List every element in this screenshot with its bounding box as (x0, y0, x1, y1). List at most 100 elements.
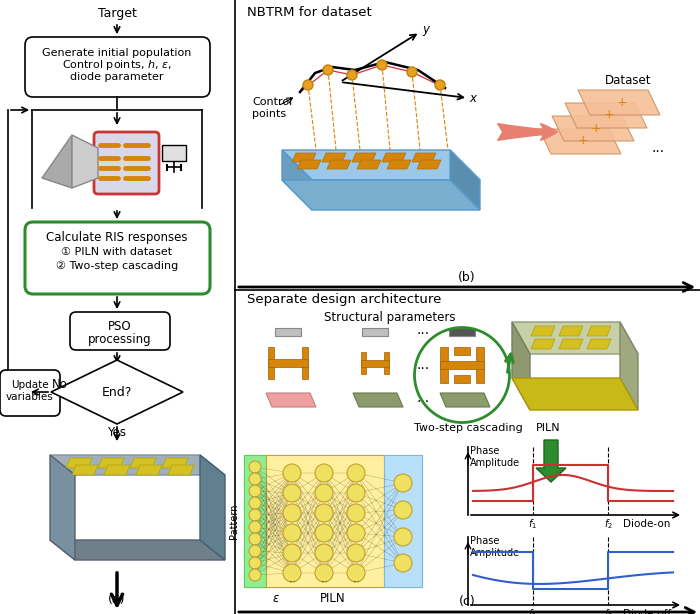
Polygon shape (282, 150, 480, 180)
Text: $f_1$: $f_1$ (528, 517, 538, 531)
Circle shape (249, 533, 261, 545)
Polygon shape (72, 135, 98, 188)
Circle shape (315, 524, 333, 542)
Polygon shape (552, 116, 634, 141)
Bar (266, 455, 384, 587)
Circle shape (249, 557, 261, 569)
Text: (c): (c) (458, 596, 475, 608)
Text: Phase: Phase (470, 536, 499, 546)
Text: ...: ... (416, 391, 430, 405)
Text: variables: variables (6, 392, 54, 402)
Text: Target: Target (97, 7, 136, 20)
Bar (449, 328, 475, 336)
Circle shape (347, 524, 365, 542)
Text: Phase: Phase (470, 446, 499, 456)
Text: PILN: PILN (536, 423, 560, 433)
Polygon shape (450, 150, 480, 210)
Polygon shape (512, 378, 638, 410)
Text: Generate initial population: Generate initial population (42, 48, 192, 58)
Polygon shape (512, 322, 638, 354)
Bar (384, 352, 389, 374)
Circle shape (315, 484, 333, 502)
Text: NBTRM for dataset: NBTRM for dataset (247, 6, 372, 18)
Circle shape (249, 521, 261, 533)
Text: ② Two-step cascading: ② Two-step cascading (56, 261, 178, 271)
Circle shape (377, 60, 387, 70)
Text: Two-step cascading: Two-step cascading (414, 423, 522, 433)
Text: +: + (578, 134, 588, 147)
Polygon shape (66, 458, 92, 468)
FancyBboxPatch shape (25, 222, 210, 294)
Text: $f_1$: $f_1$ (528, 607, 538, 614)
Circle shape (394, 554, 412, 572)
Polygon shape (168, 465, 194, 475)
Text: y: y (423, 23, 430, 36)
Circle shape (435, 80, 445, 90)
Polygon shape (565, 103, 647, 128)
Polygon shape (587, 339, 611, 349)
Circle shape (249, 545, 261, 557)
Circle shape (394, 528, 412, 546)
Polygon shape (353, 393, 403, 407)
Bar (275, 328, 301, 336)
Polygon shape (50, 455, 225, 475)
Circle shape (249, 485, 261, 497)
Polygon shape (282, 150, 312, 210)
FancyBboxPatch shape (0, 370, 60, 416)
Bar (244, 455, 266, 587)
Text: ...: ... (416, 323, 430, 337)
Bar (440, 361, 484, 369)
Polygon shape (50, 455, 75, 560)
Polygon shape (387, 160, 411, 169)
FancyBboxPatch shape (70, 312, 170, 350)
Circle shape (347, 70, 357, 80)
Polygon shape (536, 440, 566, 482)
Text: Amplitude: Amplitude (470, 548, 520, 558)
Bar (476, 347, 484, 383)
Circle shape (315, 544, 333, 562)
Circle shape (283, 544, 301, 562)
Bar (440, 347, 448, 383)
Polygon shape (50, 540, 225, 560)
Circle shape (283, 484, 301, 502)
Text: ...: ... (288, 575, 296, 585)
Circle shape (347, 544, 365, 562)
Text: $f_2$: $f_2$ (603, 607, 612, 614)
Polygon shape (620, 322, 638, 410)
Text: Diode-off: Diode-off (623, 609, 671, 614)
Text: $f_2$: $f_2$ (603, 517, 612, 531)
Bar (362, 328, 388, 336)
Text: PILN: PILN (320, 593, 346, 605)
Polygon shape (162, 458, 188, 468)
Text: +: + (591, 122, 601, 134)
Circle shape (283, 524, 301, 542)
Bar (361, 360, 389, 367)
Text: Structural parameters: Structural parameters (324, 311, 456, 325)
Circle shape (315, 504, 333, 522)
Text: Control points, $h$, $\varepsilon$,: Control points, $h$, $\varepsilon$, (62, 58, 172, 72)
Polygon shape (42, 135, 72, 188)
Circle shape (249, 473, 261, 485)
Polygon shape (282, 180, 480, 210)
Circle shape (394, 501, 412, 519)
Polygon shape (512, 322, 530, 410)
Polygon shape (136, 465, 162, 475)
Polygon shape (130, 458, 156, 468)
Polygon shape (327, 160, 351, 169)
Polygon shape (72, 465, 98, 475)
Polygon shape (292, 153, 316, 162)
Text: ...: ... (652, 141, 664, 155)
Circle shape (347, 564, 365, 582)
Text: ...: ... (416, 358, 430, 372)
Polygon shape (587, 326, 611, 336)
Text: +: + (617, 96, 627, 109)
Text: PSO: PSO (108, 321, 132, 333)
Polygon shape (382, 153, 406, 162)
Bar (454, 347, 470, 355)
Polygon shape (531, 326, 555, 336)
Circle shape (347, 464, 365, 482)
Polygon shape (266, 393, 316, 407)
Text: ε: ε (273, 593, 279, 605)
Text: (a): (a) (108, 594, 126, 607)
Circle shape (394, 474, 412, 492)
